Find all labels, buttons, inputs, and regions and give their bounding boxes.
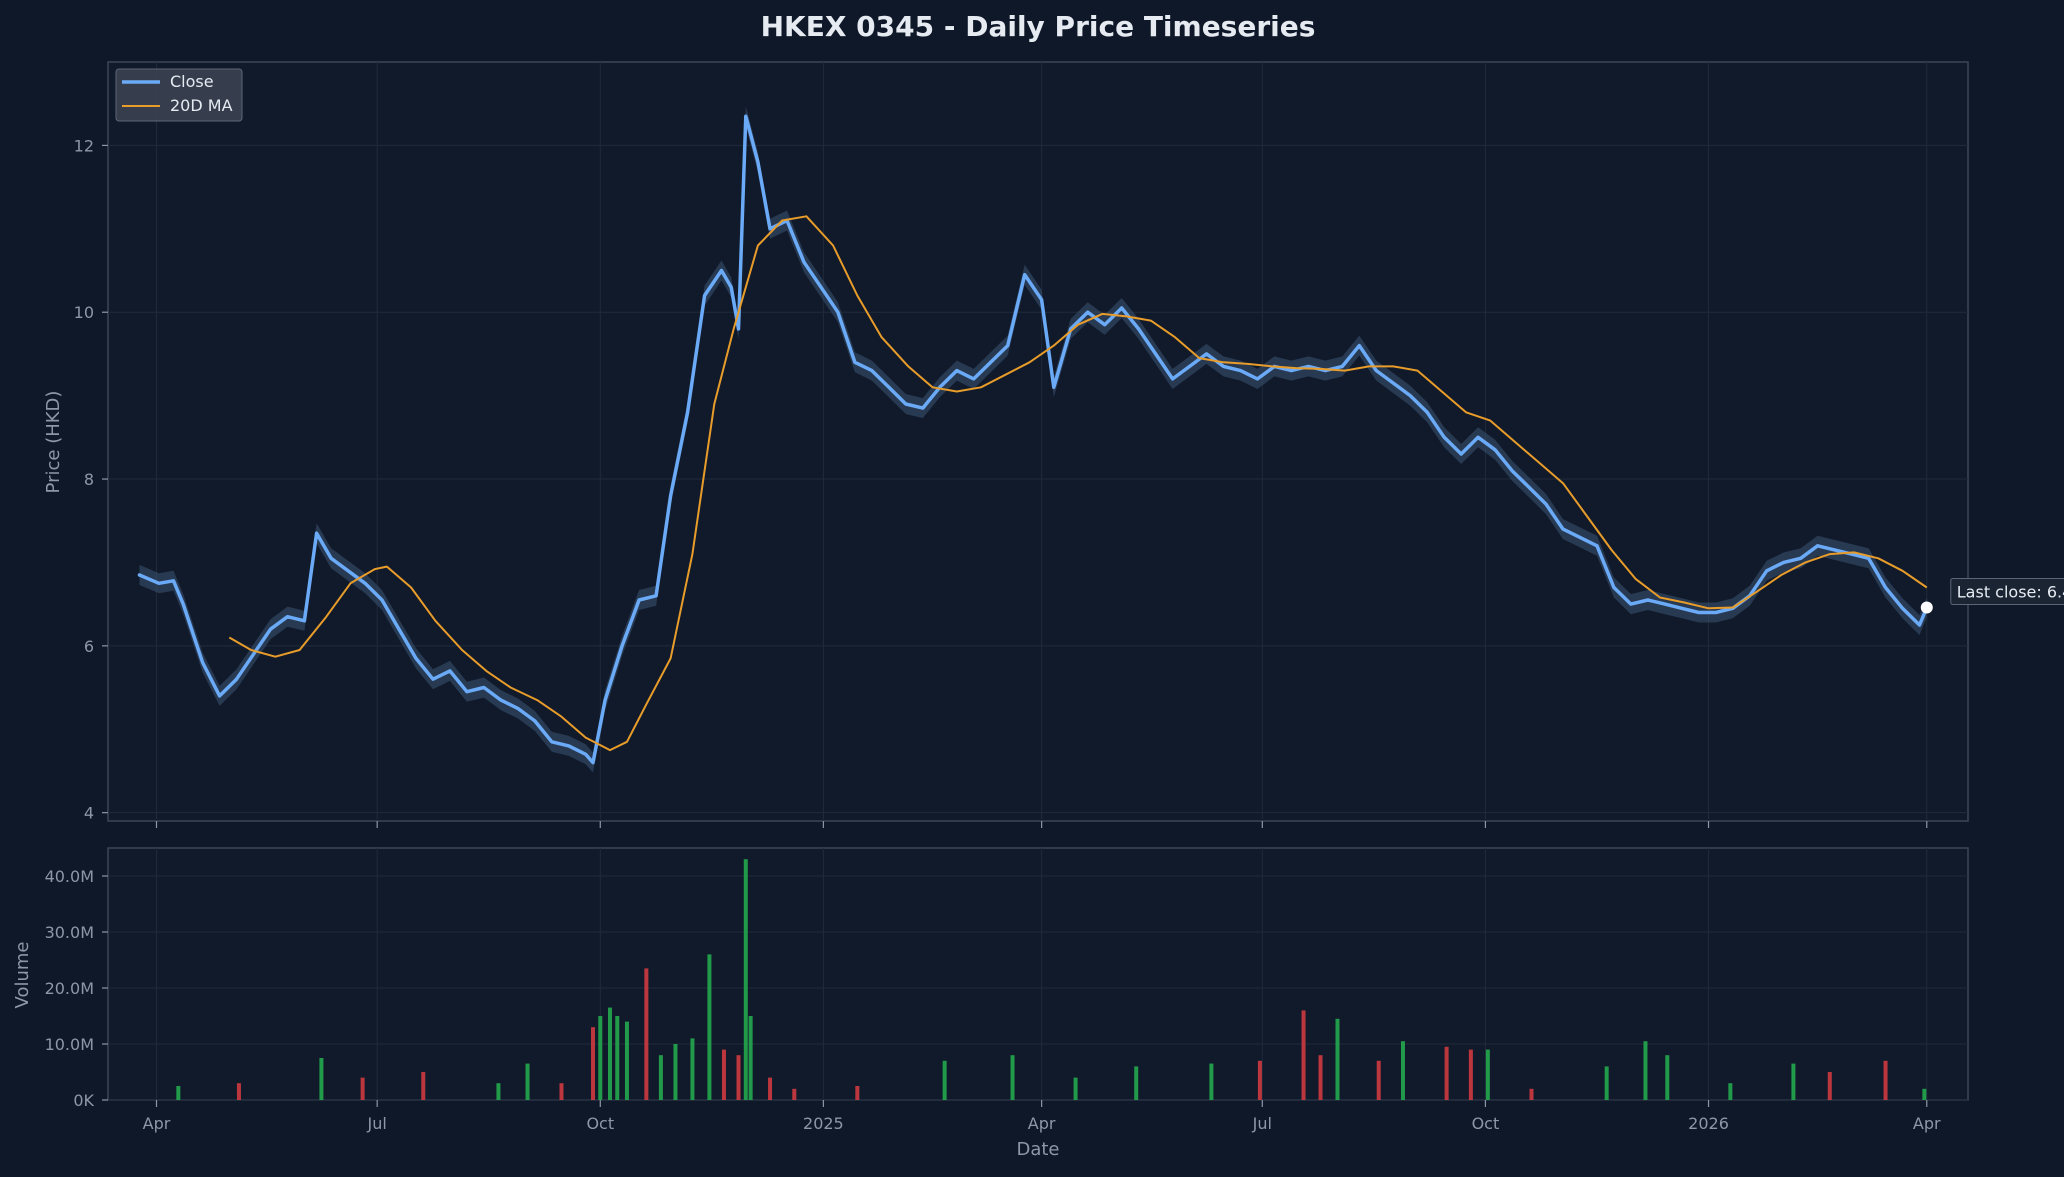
volume-bar (1469, 1050, 1473, 1100)
volume-bar (1302, 1010, 1306, 1100)
x-tick-label: Apr (143, 1114, 171, 1133)
volume-y-tick-label: 10.0M (45, 1035, 94, 1054)
volume-plot-area (108, 848, 1968, 1100)
x-tick-label: Oct (586, 1114, 614, 1133)
volume-bar (737, 1055, 741, 1100)
price-y-axis-label: Price (HKD) (43, 391, 64, 494)
price-y-tick-label: 6 (84, 637, 94, 656)
price-y-tick-label: 10 (74, 303, 94, 322)
volume-bar (659, 1055, 663, 1100)
x-tick-label: Oct (1472, 1114, 1500, 1133)
volume-y-tick-label: 30.0M (45, 923, 94, 942)
price-y-tick-label: 12 (74, 136, 94, 155)
volume-bar (1828, 1072, 1832, 1100)
volume-bar (644, 968, 648, 1100)
volume-bar (625, 1022, 629, 1100)
volume-bar (496, 1083, 500, 1100)
price-y-tick-label: 4 (84, 804, 94, 823)
volume-y-axis-label: Volume (12, 942, 33, 1009)
x-tick-label: 2026 (1688, 1114, 1729, 1133)
volume-bar (1728, 1083, 1732, 1100)
volume-bar (319, 1058, 323, 1100)
volume-bar (1401, 1041, 1405, 1100)
legend-ma-label: 20D MA (170, 96, 233, 115)
volume-bar (591, 1027, 595, 1100)
volume-bar (690, 1038, 694, 1100)
volume-bar (1011, 1055, 1015, 1100)
volume-bar (1134, 1066, 1138, 1100)
price-panel: 4 6 8 10 12 Last close: 6.460 Close 20D MA P… (43, 62, 2064, 828)
volume-bar (707, 954, 711, 1100)
x-tick-label: Apr (1913, 1114, 1941, 1133)
volume-bar (421, 1072, 425, 1100)
volume-bar (749, 1016, 753, 1100)
volume-bar (608, 1008, 612, 1100)
volume-bar (1074, 1078, 1078, 1100)
volume-bar (1922, 1089, 1926, 1100)
volume-y-tick-label: 40.0M (45, 867, 94, 886)
volume-bar (615, 1016, 619, 1100)
volume-bar (361, 1078, 365, 1100)
volume-bar (768, 1078, 772, 1100)
volume-bar (1665, 1055, 1669, 1100)
volume-bar (526, 1064, 530, 1100)
legend: Close 20D MA (116, 69, 242, 121)
volume-bar (1209, 1064, 1213, 1100)
last-close-label: Last close: 6.460 (1957, 582, 2064, 601)
volume-bar (855, 1086, 859, 1100)
chart-title: HKEX 0345 - Daily Price Timeseries (761, 10, 1316, 43)
volume-y-tick-label: 20.0M (45, 979, 94, 998)
volume-bar (1791, 1064, 1795, 1100)
volume-bar (1529, 1089, 1533, 1100)
x-tick-label: Jul (1252, 1114, 1272, 1133)
volume-bar (1605, 1066, 1609, 1100)
volume-bar (792, 1089, 796, 1100)
volume-bar (1445, 1047, 1449, 1100)
volume-bar (559, 1083, 563, 1100)
price-plot-area (108, 62, 1968, 821)
legend-close-label: Close (170, 72, 214, 91)
x-axis-label: Date (1016, 1139, 1059, 1160)
volume-bar (673, 1044, 677, 1100)
volume-bar (943, 1061, 947, 1100)
volume-bar (1319, 1055, 1323, 1100)
x-tick-label: Apr (1028, 1114, 1056, 1133)
x-tick-label: Jul (367, 1114, 387, 1133)
volume-bar (744, 859, 748, 1100)
volume-y-tick-label: 0K (73, 1091, 94, 1110)
volume-bar (1377, 1061, 1381, 1100)
volume-bar (722, 1050, 726, 1100)
price-y-tick-label: 8 (84, 470, 94, 489)
volume-bar (176, 1086, 180, 1100)
x-tick-label: 2025 (803, 1114, 844, 1133)
volume-bar (1486, 1050, 1490, 1100)
volume-bar (1335, 1019, 1339, 1100)
volume-bar (1643, 1041, 1647, 1100)
volume-bar (1258, 1061, 1262, 1100)
volume-bar (598, 1016, 602, 1100)
volume-bar (1884, 1061, 1888, 1100)
volume-bar (237, 1083, 241, 1100)
